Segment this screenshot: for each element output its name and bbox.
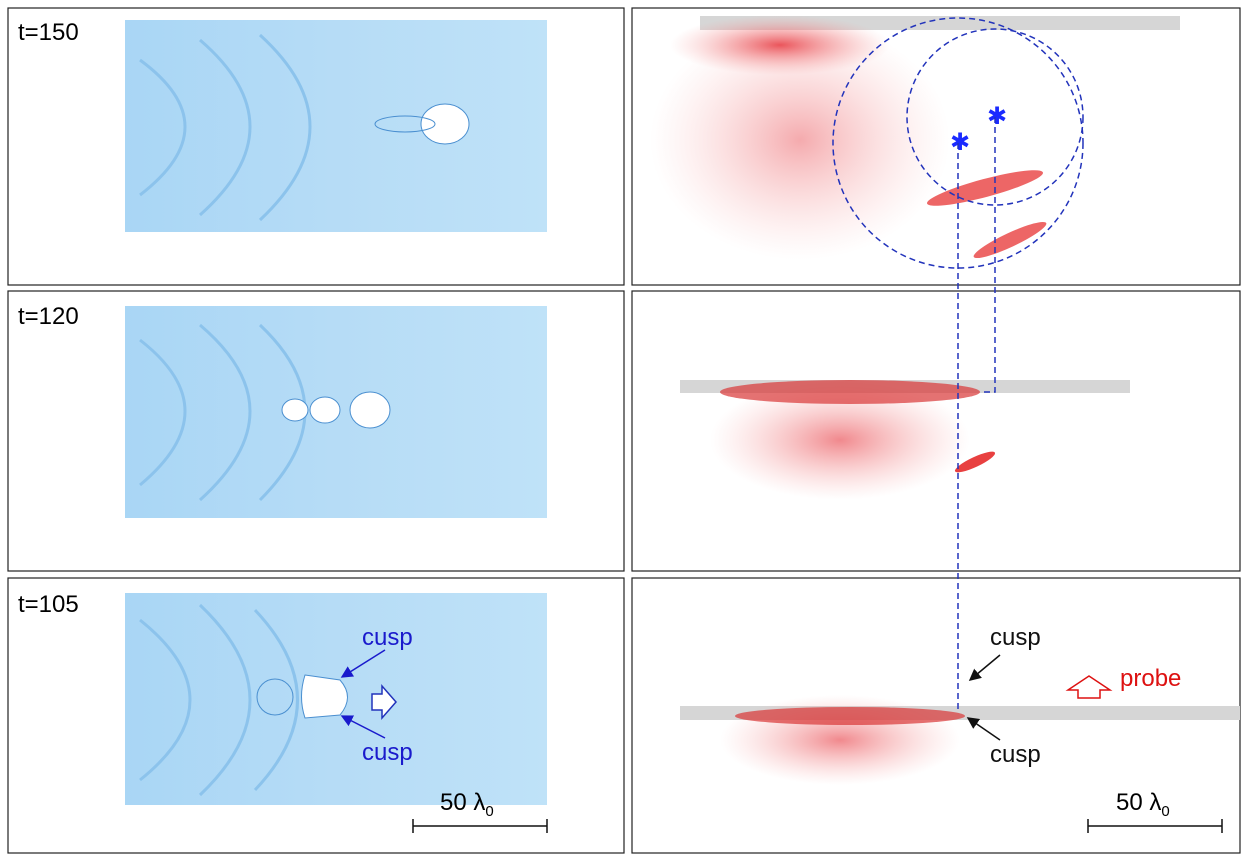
scale-bar: 50 λ0	[1087, 789, 1223, 833]
shadowgraph-105	[680, 695, 1240, 785]
projection-guides	[957, 117, 996, 712]
time-label: t=120	[18, 303, 79, 330]
text: 50 λ	[1116, 789, 1161, 816]
source-star: ✱	[987, 103, 1007, 130]
density-map-105	[125, 593, 547, 805]
shadowgraph-150: ✱ ✱	[650, 15, 1180, 269]
cusp-label: cusp	[990, 624, 1041, 651]
scale-label: 50 λ0	[440, 789, 494, 820]
density-map-150	[125, 20, 547, 232]
cusp-label: cusp	[990, 741, 1041, 768]
shadowgraph-120	[680, 380, 1130, 500]
time-label: t=105	[18, 591, 79, 618]
scale-label: 50 λ0	[1116, 789, 1170, 820]
cusp-label: cusp	[362, 739, 413, 766]
scale-bar: 50 λ0	[412, 789, 548, 833]
cusp-label: cusp	[362, 624, 413, 651]
text: 50 λ	[440, 789, 485, 816]
cusp-annotations: cusp cusp cusp cusp probe	[340, 624, 1181, 768]
probe-label: probe	[1120, 665, 1181, 692]
time-label: t=150	[18, 19, 79, 46]
source-star: ✱	[950, 129, 970, 156]
density-map-120	[125, 306, 547, 518]
text: 0	[1161, 803, 1169, 820]
text: 0	[485, 803, 493, 820]
